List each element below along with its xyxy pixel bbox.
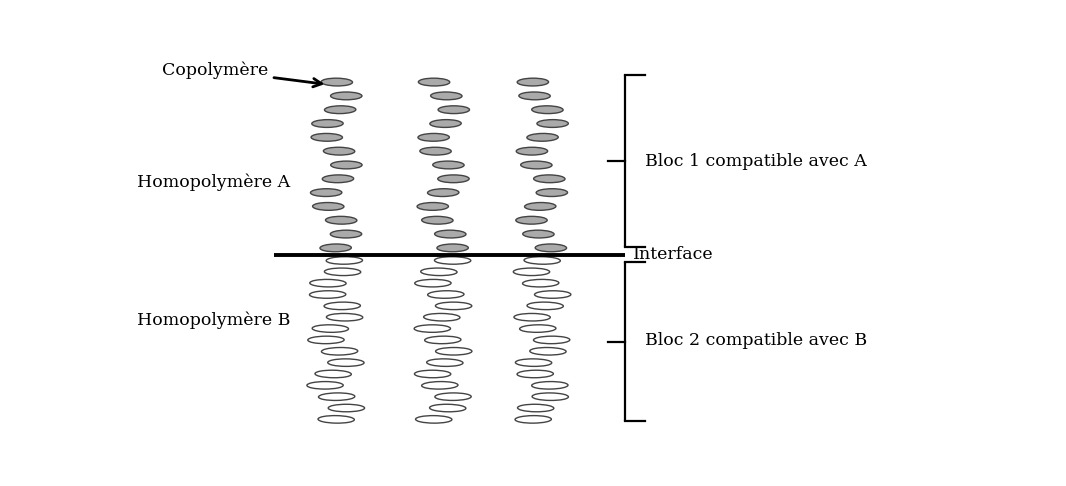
Ellipse shape [311,134,342,141]
Ellipse shape [312,203,344,210]
Ellipse shape [421,268,457,276]
Ellipse shape [330,92,362,100]
Ellipse shape [426,359,463,366]
Ellipse shape [308,336,344,344]
Text: Bloc 1 compatible avec A: Bloc 1 compatible avec A [645,153,868,170]
Ellipse shape [527,302,563,310]
Ellipse shape [437,244,468,252]
Ellipse shape [328,404,365,412]
Ellipse shape [522,230,554,238]
Ellipse shape [325,216,357,224]
Ellipse shape [415,325,451,332]
Ellipse shape [435,393,471,400]
Ellipse shape [427,291,464,298]
Text: Copolymère: Copolymère [162,61,322,87]
Ellipse shape [324,106,356,114]
Ellipse shape [517,370,553,378]
Ellipse shape [524,203,556,210]
Ellipse shape [318,416,354,423]
Ellipse shape [309,291,345,298]
Ellipse shape [534,175,565,183]
Ellipse shape [326,257,362,264]
Ellipse shape [527,134,559,141]
Ellipse shape [418,78,450,86]
Ellipse shape [310,279,346,287]
Ellipse shape [532,393,568,400]
Ellipse shape [435,302,472,310]
Ellipse shape [319,393,355,400]
Ellipse shape [314,370,352,378]
Ellipse shape [324,268,360,276]
Ellipse shape [519,325,556,332]
Ellipse shape [323,147,355,155]
Ellipse shape [415,370,451,378]
Ellipse shape [422,382,458,389]
Ellipse shape [533,336,570,344]
Ellipse shape [524,257,561,264]
Ellipse shape [427,189,459,196]
Ellipse shape [324,302,360,310]
Ellipse shape [435,257,471,264]
Ellipse shape [424,336,461,344]
Text: Homopolymère A: Homopolymère A [138,173,291,191]
Ellipse shape [423,313,459,321]
Ellipse shape [438,106,469,114]
Ellipse shape [515,416,551,423]
Ellipse shape [537,120,568,127]
Ellipse shape [430,120,462,127]
Ellipse shape [321,78,353,86]
Ellipse shape [326,313,362,321]
Ellipse shape [307,382,343,389]
Ellipse shape [522,279,559,287]
Ellipse shape [535,244,566,252]
Ellipse shape [436,347,472,355]
Ellipse shape [532,382,568,389]
Ellipse shape [330,161,362,169]
Ellipse shape [418,134,450,141]
Ellipse shape [516,216,547,224]
Ellipse shape [435,230,466,238]
Ellipse shape [422,216,453,224]
Ellipse shape [515,359,552,366]
Ellipse shape [520,161,552,169]
Text: Interface: Interface [633,246,714,263]
Ellipse shape [417,203,449,210]
Ellipse shape [330,230,361,238]
Ellipse shape [530,347,566,355]
Ellipse shape [415,279,451,287]
Ellipse shape [430,404,466,412]
Ellipse shape [519,92,550,100]
Ellipse shape [322,347,358,355]
Ellipse shape [416,416,452,423]
Ellipse shape [312,325,349,332]
Ellipse shape [534,291,571,298]
Ellipse shape [516,147,548,155]
Ellipse shape [311,120,343,127]
Ellipse shape [320,244,352,252]
Ellipse shape [532,106,563,114]
Ellipse shape [517,404,554,412]
Ellipse shape [420,147,451,155]
Ellipse shape [438,175,469,183]
Text: Homopolymère B: Homopolymère B [138,312,291,329]
Ellipse shape [433,161,464,169]
Text: Bloc 2 compatible avec B: Bloc 2 compatible avec B [645,332,868,349]
Ellipse shape [536,189,567,196]
Ellipse shape [514,313,550,321]
Ellipse shape [431,92,462,100]
Ellipse shape [517,78,549,86]
Ellipse shape [310,189,342,196]
Ellipse shape [322,175,354,183]
Ellipse shape [514,268,550,276]
Ellipse shape [327,359,365,366]
